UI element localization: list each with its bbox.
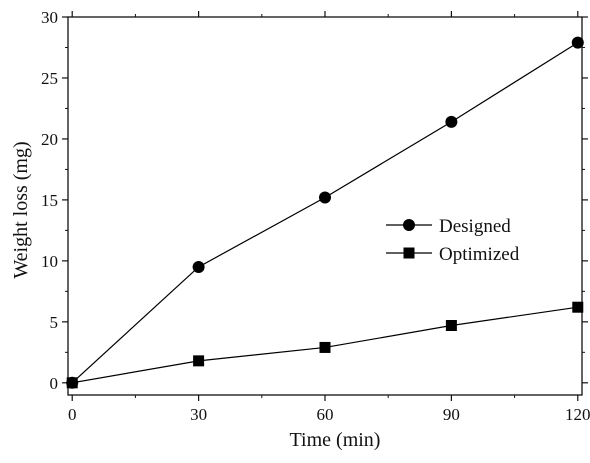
y-tick-label: 25	[41, 69, 58, 88]
plot-frame-rect	[67, 16, 583, 396]
legend-designed-label: Designed	[439, 216, 511, 237]
designed-data-point	[571, 36, 584, 49]
designed-data-point	[192, 260, 205, 273]
designed-data-point	[445, 115, 458, 128]
series-lines	[66, 36, 584, 389]
y-tick-label: 20	[41, 130, 58, 149]
plot-frame	[67, 16, 583, 396]
y-tick-label: 5	[50, 313, 59, 332]
legend-designed-marker	[403, 219, 415, 231]
y-tick-label: 10	[41, 252, 58, 271]
optimized-data-point	[445, 319, 457, 331]
y-tick-label: 0	[50, 374, 59, 393]
legend-optimized-label: Optimized	[439, 244, 520, 265]
y-axis-title: Weight loss (mg)	[10, 141, 32, 278]
legend: Designed Optimized	[386, 216, 520, 265]
x-tick-label: 0	[68, 405, 77, 424]
designed-data-point	[319, 191, 331, 204]
legend-optimized-marker	[403, 247, 415, 259]
x-tick-label: 90	[443, 405, 460, 424]
optimized-data-point	[66, 377, 78, 389]
x-tick-label: 30	[190, 405, 207, 424]
optimized-data-point	[572, 301, 584, 313]
optimized-data-point	[319, 341, 331, 353]
axis-ticks: 0 30 60 90 120 0 5 10 15 20 25 30	[41, 8, 590, 424]
y-tick-label: 15	[41, 191, 58, 210]
y-tick-label: 30	[41, 8, 58, 27]
x-axis-title: Time (min)	[290, 429, 381, 451]
x-tick-label: 120	[565, 405, 590, 424]
designed-series-line	[71, 42, 579, 384]
optimized-data-point	[193, 355, 205, 367]
x-tick-label: 60	[317, 405, 334, 424]
